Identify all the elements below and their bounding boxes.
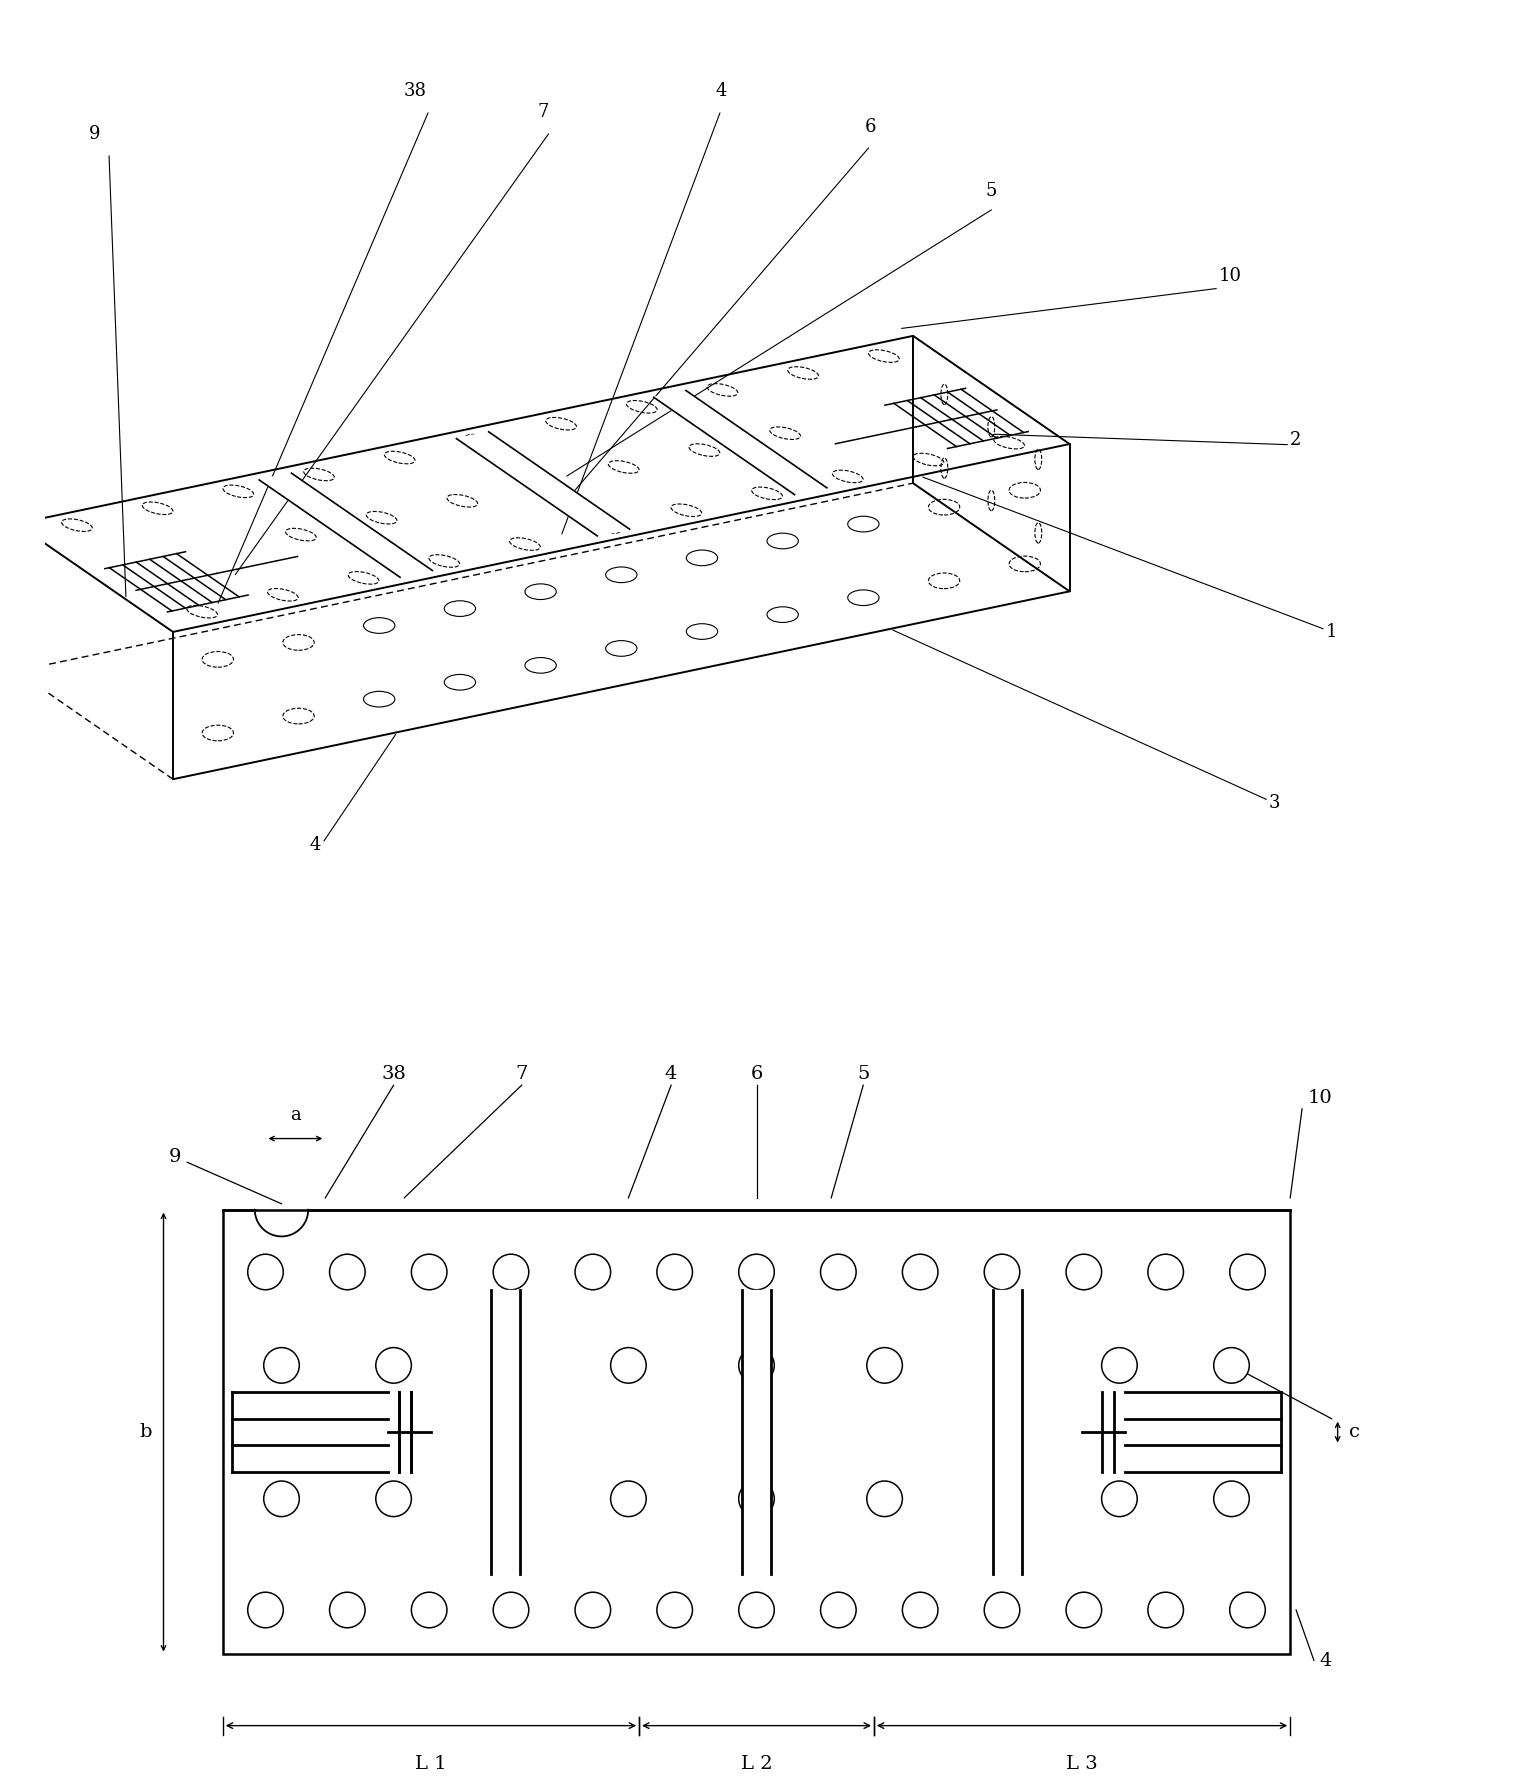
Circle shape xyxy=(1213,1480,1250,1516)
Text: 7: 7 xyxy=(537,103,549,121)
Circle shape xyxy=(330,1254,365,1290)
Circle shape xyxy=(1213,1348,1250,1384)
Text: 2: 2 xyxy=(1291,431,1301,448)
Circle shape xyxy=(738,1592,775,1628)
Circle shape xyxy=(657,1254,693,1290)
Text: 38: 38 xyxy=(404,82,427,100)
Polygon shape xyxy=(259,473,433,576)
Circle shape xyxy=(493,1592,528,1628)
Circle shape xyxy=(1101,1348,1138,1384)
Circle shape xyxy=(867,1348,902,1384)
Text: 4: 4 xyxy=(716,82,726,100)
Circle shape xyxy=(657,1592,693,1628)
Circle shape xyxy=(820,1254,856,1290)
Circle shape xyxy=(985,1592,1020,1628)
Polygon shape xyxy=(1101,1391,1114,1473)
Text: 3: 3 xyxy=(1269,793,1280,811)
Bar xyxy=(222,1210,1291,1654)
Text: c: c xyxy=(1350,1423,1360,1441)
Text: 1: 1 xyxy=(1325,623,1337,640)
Text: 10: 10 xyxy=(1309,1089,1333,1107)
Circle shape xyxy=(1148,1254,1183,1290)
Text: 4: 4 xyxy=(664,1066,678,1083)
Circle shape xyxy=(1101,1480,1138,1516)
Polygon shape xyxy=(741,1290,772,1574)
Circle shape xyxy=(1230,1254,1265,1290)
Circle shape xyxy=(1067,1592,1101,1628)
Circle shape xyxy=(611,1480,646,1516)
Circle shape xyxy=(902,1254,938,1290)
Text: 4: 4 xyxy=(1319,1653,1333,1670)
Text: a: a xyxy=(290,1107,301,1124)
Circle shape xyxy=(412,1254,446,1290)
Circle shape xyxy=(248,1592,283,1628)
Polygon shape xyxy=(654,391,828,495)
Text: L 1: L 1 xyxy=(415,1756,446,1774)
Circle shape xyxy=(263,1480,300,1516)
Text: L 2: L 2 xyxy=(741,1756,772,1774)
Circle shape xyxy=(375,1480,412,1516)
Circle shape xyxy=(985,1254,1020,1290)
Polygon shape xyxy=(490,1290,520,1574)
Text: 9: 9 xyxy=(169,1147,182,1167)
Circle shape xyxy=(867,1480,902,1516)
Text: 4: 4 xyxy=(310,836,321,854)
Circle shape xyxy=(738,1348,775,1384)
Circle shape xyxy=(248,1254,283,1290)
Text: 7: 7 xyxy=(516,1066,528,1083)
Circle shape xyxy=(738,1254,775,1290)
Text: 5: 5 xyxy=(856,1066,870,1083)
Circle shape xyxy=(575,1592,611,1628)
Text: 38: 38 xyxy=(381,1066,405,1083)
Circle shape xyxy=(375,1348,412,1384)
Circle shape xyxy=(1067,1254,1101,1290)
Text: b: b xyxy=(139,1423,151,1441)
Circle shape xyxy=(493,1254,528,1290)
Text: 6: 6 xyxy=(864,117,876,135)
Circle shape xyxy=(902,1592,938,1628)
Text: 5: 5 xyxy=(985,181,997,199)
Circle shape xyxy=(412,1592,446,1628)
Circle shape xyxy=(330,1592,365,1628)
Circle shape xyxy=(738,1480,775,1516)
Circle shape xyxy=(611,1348,646,1384)
Circle shape xyxy=(820,1592,856,1628)
Polygon shape xyxy=(399,1391,412,1473)
Circle shape xyxy=(575,1254,611,1290)
Polygon shape xyxy=(457,432,629,535)
Circle shape xyxy=(1148,1592,1183,1628)
Circle shape xyxy=(263,1348,300,1384)
Circle shape xyxy=(1230,1592,1265,1628)
Text: 6: 6 xyxy=(750,1066,763,1083)
Text: L 3: L 3 xyxy=(1067,1756,1098,1774)
Text: 10: 10 xyxy=(1219,267,1242,285)
Polygon shape xyxy=(993,1290,1023,1574)
Text: 9: 9 xyxy=(89,125,100,142)
